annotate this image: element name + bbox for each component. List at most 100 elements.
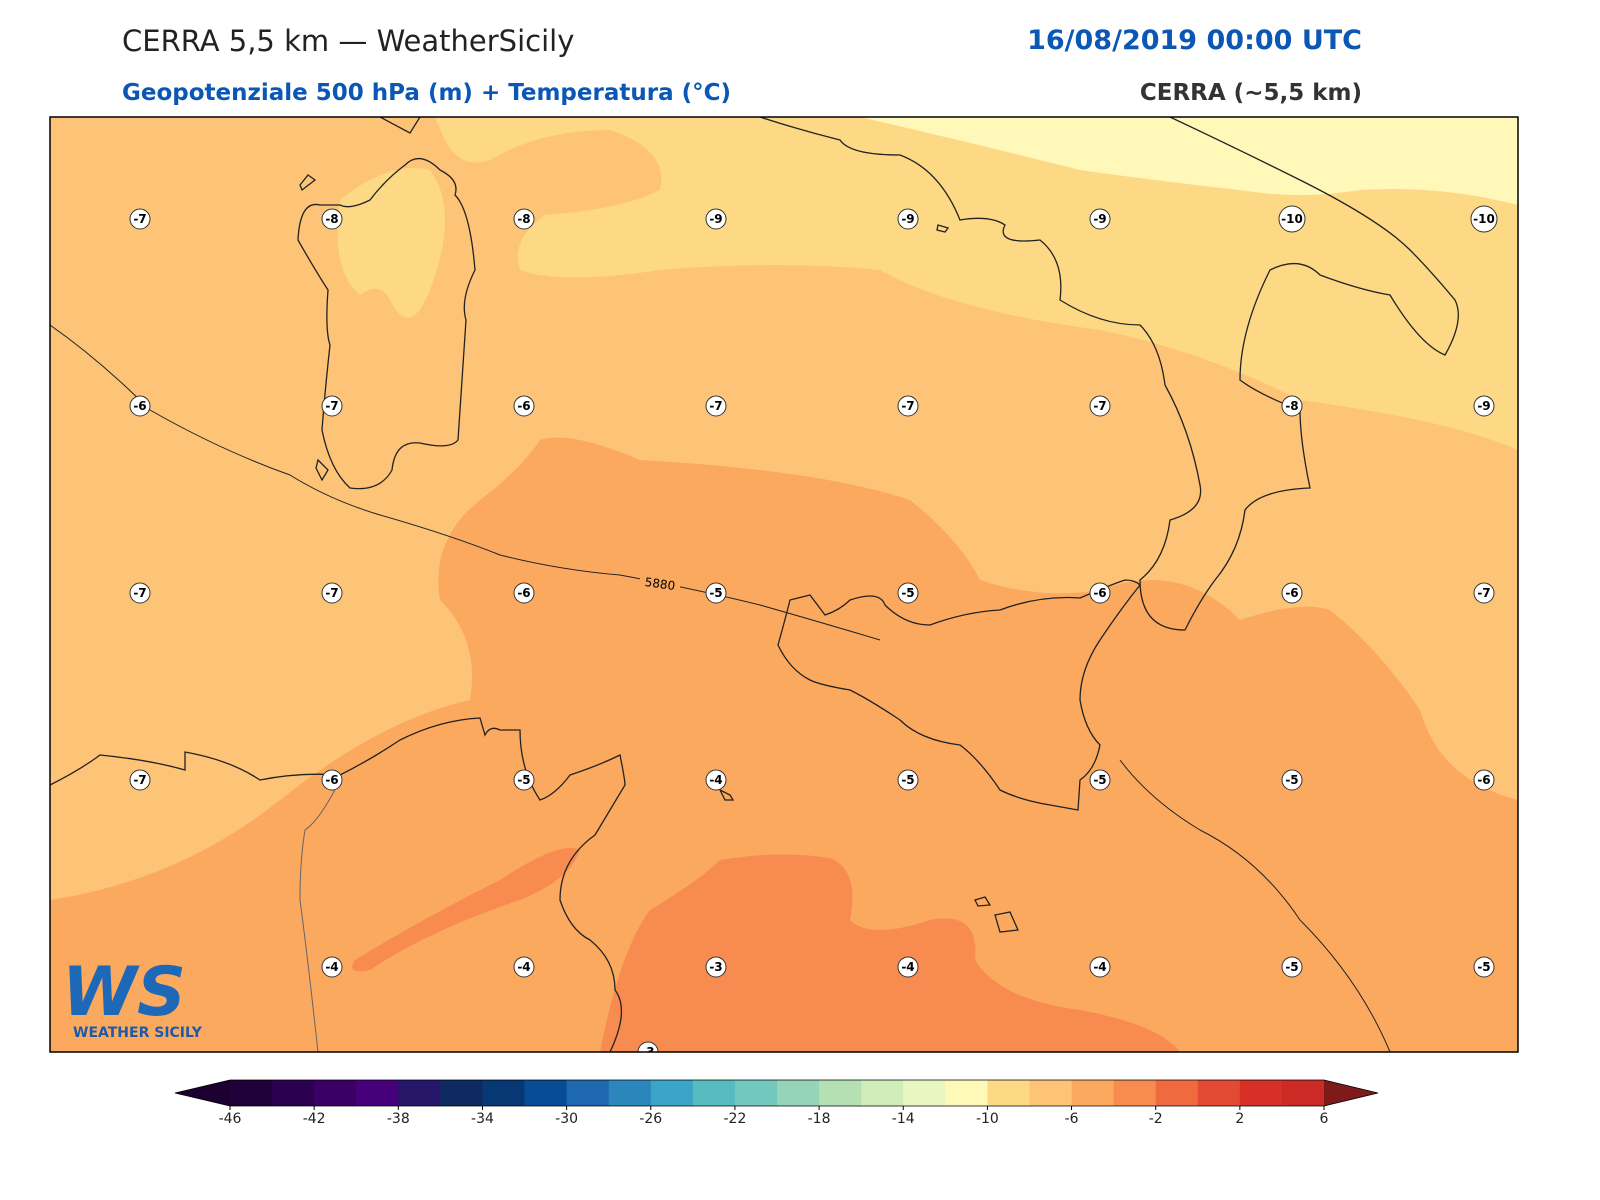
colorbar-segment <box>1071 1080 1115 1106</box>
colorbar-segment <box>1155 1080 1199 1106</box>
colorbar-tick-label: -18 <box>808 1111 831 1127</box>
temperature-label: -6 <box>517 399 530 413</box>
field-cold <box>435 117 1518 450</box>
colorbar-segment <box>1281 1080 1325 1106</box>
label-marker <box>705 956 727 978</box>
colorbar-tick-label: -6 <box>1065 1111 1079 1127</box>
label-marker <box>321 395 343 417</box>
label-marker <box>897 769 919 791</box>
contour-label-bg <box>640 576 680 592</box>
temperature-label: -8 <box>325 212 338 226</box>
label-marker <box>513 395 535 417</box>
temperature-label: -6 <box>133 399 146 413</box>
temperature-label: -9 <box>709 212 722 226</box>
contour-label: 5880 <box>644 575 676 593</box>
label-marker <box>513 582 535 604</box>
coastline-italy <box>379 117 1459 631</box>
label-marker <box>129 582 151 604</box>
model-label: CERRA (~5,5 km) <box>1139 80 1362 106</box>
label-marker <box>513 769 535 791</box>
label-marker <box>1281 769 1303 791</box>
colorbar-extend-low <box>175 1080 230 1106</box>
colorbar-segment <box>819 1080 862 1106</box>
label-marker <box>705 582 727 604</box>
colorbar-segment <box>272 1080 315 1106</box>
temperature-label: -3 <box>641 1045 654 1059</box>
temperature-label: -10 <box>1281 212 1303 226</box>
islands <box>315 224 1019 933</box>
temperature-label: -10 <box>1473 212 1495 226</box>
border-line <box>299 779 341 1052</box>
map-area: -7 -8 -8 -9 -9 -9 -10 -10 -6 -7 -6 -7 -7 -7 -8 -9 -7 -7 -6… <box>50 117 1518 1059</box>
colorbar-segment <box>1113 1080 1157 1106</box>
colorbar-segment <box>903 1080 946 1106</box>
colorbar-segment <box>608 1080 652 1106</box>
temperature-label: -7 <box>325 399 338 413</box>
temperature-label: -6 <box>517 586 530 600</box>
coastline-sardinia <box>297 158 476 490</box>
colorbar-segment <box>734 1080 778 1106</box>
label-marker <box>1281 395 1303 417</box>
label-marker <box>1089 208 1111 230</box>
label-marker <box>1089 956 1111 978</box>
colorbar-tick-label: 2 <box>1235 1111 1244 1127</box>
logo-text: WEATHER SICILY <box>73 1025 203 1041</box>
temperature-label: -8 <box>517 212 530 226</box>
colorbar-segment <box>440 1080 483 1106</box>
colorbar-tick-label: 6 <box>1320 1111 1329 1127</box>
label-marker <box>1278 205 1306 233</box>
temperature-label: -9 <box>901 212 914 226</box>
temperature-label: -9 <box>1477 399 1490 413</box>
temperature-label: -7 <box>133 586 146 600</box>
temperature-label: -9 <box>1093 212 1106 226</box>
colorbar-segment <box>1197 1080 1241 1106</box>
temperature-label: -5 <box>517 773 530 787</box>
label-marker <box>705 395 727 417</box>
temperature-label: -4 <box>901 960 914 974</box>
colorbar-segment <box>356 1080 399 1106</box>
label-marker <box>1473 956 1495 978</box>
colorbar-segment <box>861 1080 904 1106</box>
temperature-label: -5 <box>901 586 914 600</box>
colorbar-tick-label: -42 <box>303 1111 326 1127</box>
temperature-label: -3 <box>709 960 722 974</box>
label-marker <box>321 582 343 604</box>
label-marker <box>637 1041 659 1052</box>
colorbar-segment <box>1239 1080 1283 1106</box>
border-line <box>1119 759 1391 1052</box>
temperature-label: -7 <box>1477 586 1490 600</box>
logo: WS WEATHER SICILY <box>62 953 203 1041</box>
colorbar-segment <box>692 1080 736 1106</box>
label-marker <box>897 208 919 230</box>
field-warmer <box>352 848 580 972</box>
label-marker <box>1473 769 1495 791</box>
colorbar: -46 -42 -38 -34 -30 -26 -22 -18 -14 -10 -6 -2 2 6 <box>174 1079 1379 1127</box>
colorbar-segment <box>398 1080 441 1106</box>
temperature-label: -6 <box>325 773 338 787</box>
temperature-label: -5 <box>709 586 722 600</box>
temperature-label: -6 <box>1477 773 1490 787</box>
label-marker <box>897 956 919 978</box>
temperature-label: -4 <box>1093 960 1106 974</box>
colorbar-tick-label: -38 <box>387 1111 410 1127</box>
label-marker <box>1281 956 1303 978</box>
temperature-label: -7 <box>1093 399 1106 413</box>
colorbar-segment <box>566 1080 610 1106</box>
label-marker <box>1089 769 1111 791</box>
colorbar-tick-label: -30 <box>555 1111 578 1127</box>
label-marker <box>129 395 151 417</box>
temperature-label: -4 <box>709 773 722 787</box>
colorbar-segment <box>777 1080 820 1106</box>
label-marker <box>1473 395 1495 417</box>
temperature-label: -7 <box>133 212 146 226</box>
logo-mark: WS <box>62 953 186 1032</box>
label-marker <box>1089 395 1111 417</box>
temperature-label: -6 <box>1093 586 1106 600</box>
label-marker <box>321 769 343 791</box>
temperature-label: -4 <box>517 960 530 974</box>
field-warmer <box>600 854 1180 1052</box>
label-marker <box>1473 582 1495 604</box>
label-marker <box>513 956 535 978</box>
